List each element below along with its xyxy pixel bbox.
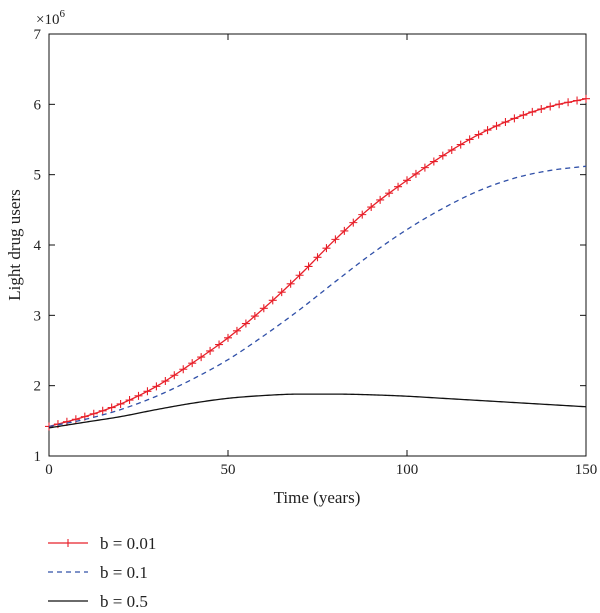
y-axis-label: Light drug users <box>5 189 24 300</box>
series-marker-0-57 <box>555 100 564 109</box>
series-marker-0-35 <box>358 210 367 219</box>
series-marker-0-59 <box>573 96 582 105</box>
series-marker-0-17 <box>197 353 206 362</box>
series-marker-0-19 <box>215 340 224 349</box>
series-marker-0-15 <box>179 365 188 374</box>
legend-label-0: b = 0.01 <box>100 534 156 553</box>
y-multiplier-label: ×106 <box>36 8 65 28</box>
x-tick-label-1: 50 <box>221 462 236 478</box>
series-marker-0-34 <box>349 218 358 227</box>
series-marker-0-56 <box>546 102 555 111</box>
y-tick-label-5: 6 <box>34 97 42 113</box>
series-marker-0-42 <box>420 163 429 172</box>
series-marker-0-2 <box>62 417 71 426</box>
series-marker-0-5 <box>89 409 98 418</box>
series-marker-0-7 <box>107 403 116 412</box>
series-line-0 <box>48 98 587 428</box>
series-marker-0-22 <box>241 319 250 328</box>
series-marker-0-37 <box>376 195 385 204</box>
series-marker-0-36 <box>367 203 376 212</box>
series-marker-0-26 <box>277 288 286 297</box>
series-line-1 <box>48 165 587 428</box>
series-marker-0-25 <box>268 296 277 305</box>
series-marker-0-45 <box>447 146 456 155</box>
series-marker-0-28 <box>295 271 304 280</box>
series-marker-0-40 <box>403 176 411 185</box>
y-tick-label-3: 4 <box>34 238 42 254</box>
series-marker-0-10 <box>134 391 143 400</box>
x-tick-label-2: 100 <box>396 462 419 478</box>
x-tick-label-0: 0 <box>45 462 53 478</box>
legend-label-1: b = 0.1 <box>100 563 148 582</box>
plot-frame <box>48 33 587 457</box>
series-marker-0-9 <box>125 396 134 405</box>
y-tick-label-0: 1 <box>34 449 42 465</box>
y-tick-label-2: 3 <box>34 308 42 324</box>
legend: b = 0.01 b = 0.1 b = 0.5 <box>48 534 156 611</box>
series-marker-0-32 <box>331 235 340 244</box>
series-marker-0-54 <box>528 107 537 116</box>
series-marker-0-41 <box>411 169 420 178</box>
series-marker-0-48 <box>474 130 483 139</box>
y-tick-label-4: 5 <box>34 168 42 184</box>
series-marker-0-47 <box>465 135 474 144</box>
axis-ticks: 0 50 100 150 1 2 3 4 5 6 7 <box>34 27 598 478</box>
series-marker-0-27 <box>286 279 295 288</box>
series-marker-0-24 <box>259 304 268 313</box>
series-group <box>45 94 590 431</box>
series-marker-0-55 <box>537 105 546 114</box>
series-marker-0-3 <box>71 415 80 424</box>
legend-label-2: b = 0.5 <box>100 592 148 611</box>
series-marker-0-31 <box>322 244 331 253</box>
legend-marker-0 <box>64 539 72 547</box>
series-marker-0-58 <box>564 98 573 107</box>
series-marker-0-38 <box>385 189 394 198</box>
series-marker-0-8 <box>116 399 125 408</box>
y-tick-label-1: 2 <box>34 379 42 395</box>
series-marker-0-46 <box>456 140 465 149</box>
series-marker-0-16 <box>188 359 197 368</box>
series-marker-0-30 <box>313 253 322 262</box>
series-marker-0-39 <box>394 182 403 191</box>
x-tick-label-3: 150 <box>575 462 598 478</box>
series-marker-0-23 <box>250 312 259 321</box>
series-marker-0-20 <box>224 333 232 342</box>
series-marker-0-14 <box>170 371 179 380</box>
series-marker-0-50 <box>492 121 501 130</box>
series-marker-0-51 <box>501 118 510 127</box>
series-marker-0-33 <box>340 226 349 235</box>
series-marker-0-6 <box>98 406 107 415</box>
x-axis-label: Time (years) <box>274 488 361 507</box>
series-marker-0-21 <box>232 326 241 335</box>
series-marker-0-12 <box>152 382 161 391</box>
series-marker-0-53 <box>519 111 528 120</box>
series-marker-0-60 <box>582 94 590 103</box>
series-marker-0-52 <box>510 114 519 123</box>
series-marker-0-43 <box>429 157 438 166</box>
series-marker-0-18 <box>206 346 215 355</box>
series-marker-0-11 <box>143 387 152 396</box>
series-marker-0-49 <box>483 126 492 135</box>
series-line-2 <box>48 393 587 429</box>
series-marker-0-44 <box>438 151 447 160</box>
series-marker-0-29 <box>304 262 313 271</box>
series-marker-0-13 <box>161 377 170 386</box>
y-tick-label-6: 7 <box>34 27 42 43</box>
